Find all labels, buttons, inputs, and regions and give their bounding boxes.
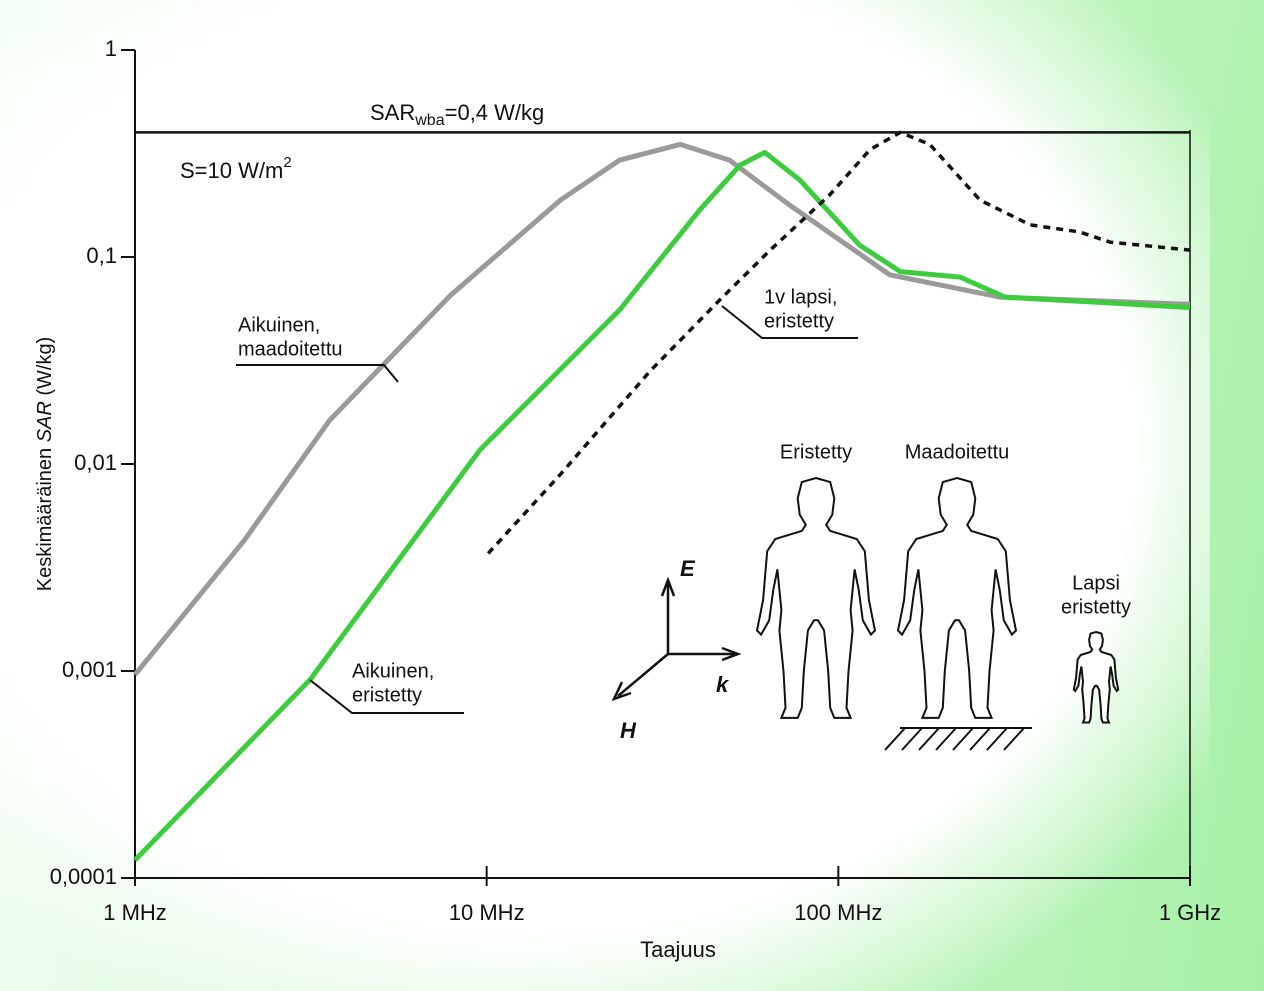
series-line — [486, 130, 1191, 555]
hatch — [884, 727, 1025, 751]
series-line — [133, 149, 1191, 862]
x-axis-title: Taajuus — [640, 937, 716, 962]
y-title-part: (W/kg) — [34, 337, 56, 401]
figures — [755, 476, 1120, 724]
y-title-part: SAR — [34, 401, 56, 442]
axis-letter: H — [620, 718, 637, 743]
field-label: S=10 W/m2 — [180, 154, 292, 183]
ref-part: =0,4 W/kg — [445, 100, 545, 125]
y-tick-label: 0,1 — [86, 243, 117, 268]
series-annotation: Aikuinen, — [238, 314, 320, 336]
axis-letter: k — [716, 672, 730, 697]
field-part: S=10 W/m — [180, 158, 283, 183]
figure-label: Maadoitettu — [905, 441, 1010, 463]
ref-part: SAR — [370, 100, 415, 125]
ground — [884, 727, 1032, 751]
field-part: 2 — [283, 154, 291, 171]
series-annotation: maadoitettu — [238, 338, 343, 360]
series-annotation: 1v lapsi, — [764, 286, 837, 308]
figure-label: eristetty — [1061, 596, 1131, 618]
axis-letter: E — [680, 556, 696, 581]
human-figure — [755, 476, 877, 719]
backdrop — [0, 0, 1210, 991]
y-tick-label: 0,0001 — [50, 864, 117, 889]
human-figure — [896, 476, 1018, 719]
arrow — [617, 653, 669, 697]
y-tick-label: 0,001 — [62, 657, 117, 682]
x-tick-label: 10 MHz — [449, 900, 525, 925]
x-tick-label: 100 MHz — [794, 900, 882, 925]
figure-label: Lapsi — [1072, 572, 1120, 594]
reference-label: SARwba=0,4 W/kg — [370, 100, 544, 129]
figure-label: Eristetty — [780, 441, 852, 463]
series-annotation: eristetty — [764, 310, 834, 332]
human-figure — [1072, 630, 1120, 724]
arrow-head — [660, 576, 676, 597]
x-tick-label: 1 MHz — [103, 900, 167, 925]
arrow-head — [721, 646, 742, 662]
diagram — [611, 576, 742, 702]
y-axis-title: Keskimääräinen SAR (W/kg) — [34, 337, 56, 592]
leader-line — [721, 305, 858, 339]
y-tick-label: 0,01 — [74, 450, 117, 475]
arrow-head — [611, 681, 632, 702]
y-tick-label: 1 — [105, 36, 117, 61]
series-annotation: Aikuinen, — [352, 660, 434, 682]
x-tick-label: 1 GHz — [1159, 900, 1221, 925]
series-line — [133, 141, 1191, 677]
series-annotation: eristetty — [352, 684, 422, 706]
leader-line — [236, 364, 399, 383]
leader-line — [309, 679, 464, 714]
ref-part: wba — [414, 112, 444, 129]
y-title-part: Keskimääräinen — [34, 442, 56, 591]
